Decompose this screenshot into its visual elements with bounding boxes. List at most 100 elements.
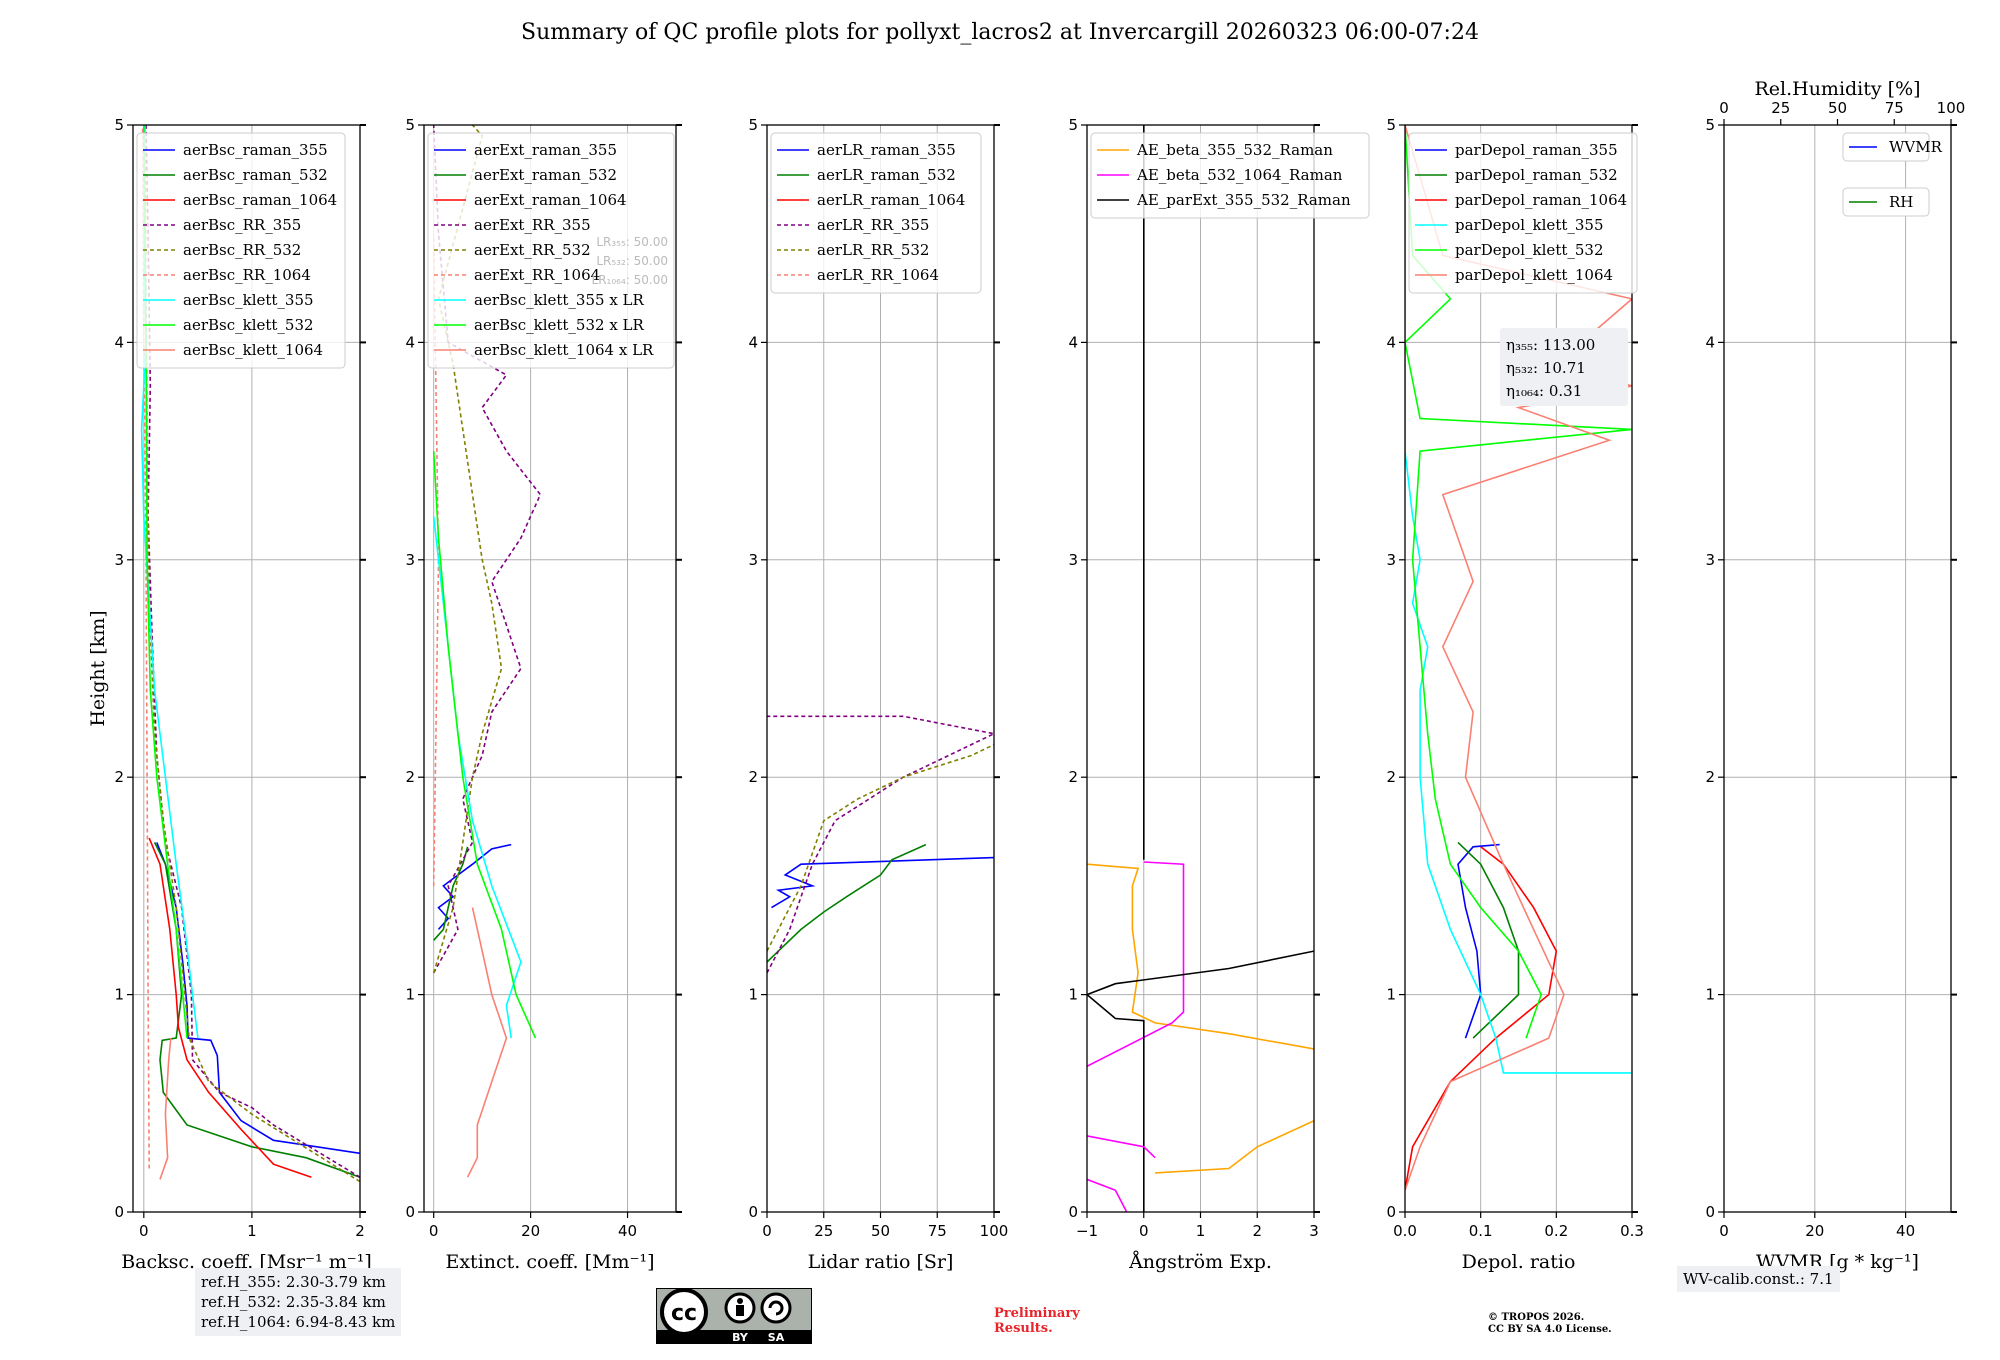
series-line-parDepol_klett_355 xyxy=(1405,125,1632,1074)
series-line-aerBsc_klett_1064 x LR xyxy=(466,907,508,1178)
copyright-line2: CC BY SA 4.0 License. xyxy=(1488,1324,1612,1335)
legend-entry: aerLR_raman_1064 xyxy=(817,191,965,209)
y-tick-label: 3 xyxy=(405,551,415,569)
y-tick-label: 2 xyxy=(1386,768,1396,786)
series-line-aerLR_RR_532 xyxy=(767,743,994,952)
x-tick-label: 0.1 xyxy=(1469,1222,1493,1240)
y-tick-label: 3 xyxy=(1068,551,1078,569)
cc-sa-label: SA xyxy=(768,1331,785,1344)
series-group xyxy=(432,125,542,1178)
x-tick-label: 40 xyxy=(618,1222,637,1240)
y-tick-label: 5 xyxy=(1386,116,1396,134)
y-tick-label: 2 xyxy=(1705,768,1715,786)
legend-entry: aerLR_RR_1064 xyxy=(817,266,939,284)
series-line-AE_beta_355_532_Raman xyxy=(1087,863,1314,1050)
y-tick-label: 4 xyxy=(1705,333,1715,351)
series-line-parDepol_klett_532 xyxy=(1405,125,1632,1039)
y-tick-label: 4 xyxy=(748,333,758,351)
y-tick-label: 1 xyxy=(1386,986,1396,1004)
legend-entry: aerBsc_raman_1064 xyxy=(183,191,337,209)
lr-annotation: LR₁₀₆₄: 50.00 xyxy=(592,273,668,287)
x-tick-label: 40 xyxy=(1896,1222,1915,1240)
legend-entry: aerLR_raman_355 xyxy=(817,141,956,159)
preliminary-line1: Preliminary xyxy=(994,1306,1080,1321)
cc-by-label: BY xyxy=(732,1331,749,1344)
wv-calibration-box: WV-calib.const.: 7.1 xyxy=(1677,1266,1840,1292)
lr-annotation: LR₅₃₂: 50.00 xyxy=(596,254,668,268)
x-tick-label: 75 xyxy=(928,1222,947,1240)
eta-label: η₅₃₂: 10.71 xyxy=(1506,359,1586,377)
top-x-tick-label: 75 xyxy=(1885,99,1904,117)
x-tick-label: 0.0 xyxy=(1393,1222,1417,1240)
series-line-aerBsc_RR_355 xyxy=(145,125,360,1178)
legend: aerLR_raman_355 aerLR_raman_532 aerLR_rama… xyxy=(770,132,982,294)
x-tick-label: 1 xyxy=(1196,1222,1206,1240)
y-tick-label: 2 xyxy=(748,768,758,786)
legend-entry: parDepol_klett_1064 xyxy=(1455,266,1613,284)
y-tick-label: 1 xyxy=(1705,986,1715,1004)
legend-entry: aerExt_raman_1064 xyxy=(474,191,627,209)
y-tick-label: 5 xyxy=(405,116,415,134)
series-line-aerBsc_klett_532 x LR xyxy=(432,451,537,1039)
x-axis-label: Lidar ratio [Sr] xyxy=(808,1251,954,1273)
y-tick-label: 5 xyxy=(1705,116,1715,134)
y-tick-label: 3 xyxy=(1386,551,1396,569)
top-x-tick-label: 50 xyxy=(1828,99,1847,117)
x-tick-label: 0 xyxy=(1719,1222,1729,1240)
legend: aerExt_raman_355 aerExt_raman_532 aerExt_r… xyxy=(427,132,675,369)
panel-frame xyxy=(1723,124,1952,1213)
y-tick-label: 1 xyxy=(114,986,124,1004)
series-group xyxy=(767,715,994,974)
legend: AE_beta_355_532_Raman AE_beta_532_1064_Ra… xyxy=(1090,132,1370,219)
legend-box xyxy=(427,132,675,369)
panel-frame xyxy=(1404,124,1633,1213)
series-line-aerExt_RR_355 xyxy=(432,125,542,974)
series-line-aerExt_raman_355 xyxy=(437,843,512,930)
panel-backscatter: 0 1 2 3 4 5 0 1 2 Backsc. coeff. [Msr⁻¹ m⁻¹] Heigh… xyxy=(87,116,372,1273)
x-tick-label: 0 xyxy=(1139,1222,1149,1240)
series-line-extra-1 xyxy=(1087,1135,1156,1159)
x-tick-label: 2 xyxy=(1252,1222,1262,1240)
panel-frame xyxy=(423,124,677,1213)
series-line-parDepol_raman_355 xyxy=(1457,843,1500,1039)
legend-entry: aerBsc_RR_355 xyxy=(183,216,301,234)
legend-entry: parDepol_raman_532 xyxy=(1455,166,1618,184)
y-tick-label: 2 xyxy=(114,768,124,786)
legend: aerBsc_raman_355 aerBsc_raman_532 aerBsc_r… xyxy=(136,132,346,369)
x-tick-label: 20 xyxy=(521,1222,540,1240)
series-line-aerBsc_raman_1064 xyxy=(148,837,312,1178)
ref-height-355: ref.H_355: 2.30-3.79 km xyxy=(201,1273,386,1291)
ref-height-1064: ref.H_1064: 6.94-8.43 km xyxy=(201,1313,396,1331)
legend-entry: aerExt_raman_532 xyxy=(474,166,617,184)
legend-entry: aerBsc_klett_1064 x LR xyxy=(474,341,654,359)
series-line-AE_parExt_355_532_Raman xyxy=(1087,950,1314,1212)
legend-entry: parDepol_raman_1064 xyxy=(1455,191,1627,209)
cc-by-sa-logo: cc BY SA xyxy=(656,1288,812,1344)
legend-entry: aerExt_RR_1064 xyxy=(474,266,600,284)
x-tick-label: 0.2 xyxy=(1544,1222,1568,1240)
legend-entry: aerBsc_klett_532 xyxy=(183,316,314,334)
legend-entry: aerBsc_raman_532 xyxy=(183,166,328,184)
panel-depolarization: 0 1 2 3 4 5 0.0 0.1 0.2 0.3 Depol. ratio parDepol_r… xyxy=(1386,116,1643,1273)
legend-entry: parDepol_raman_355 xyxy=(1455,141,1618,159)
top-x-tick-label: 25 xyxy=(1771,99,1790,117)
legend-entry: AE_beta_532_1064_Raman xyxy=(1136,166,1343,184)
x-tick-label: 100 xyxy=(980,1222,1009,1240)
y-tick-label: 1 xyxy=(1068,986,1078,1004)
series-line-extra-0 xyxy=(1155,1119,1314,1174)
legend-entry: aerBsc_RR_1064 xyxy=(183,266,311,284)
copyright-note: © TROPOS 2026. CC BY SA 4.0 License. xyxy=(1488,1312,1612,1336)
y-tick-label: 5 xyxy=(748,116,758,134)
legend-entry: parDepol_klett_532 xyxy=(1455,241,1604,259)
legend-entry: aerBsc_klett_1064 xyxy=(183,341,323,359)
reference-height-box: ref.H_355: 2.30-3.79 km ref.H_532: 2.35-… xyxy=(195,1268,402,1336)
legend-entry: aerBsc_klett_355 xyxy=(183,291,314,309)
series-line-aerExt_RR_532 xyxy=(432,125,503,974)
legend-box xyxy=(1842,187,1930,217)
legend-entry: aerLR_RR_355 xyxy=(817,216,929,234)
figure-title: Summary of QC profile plots for pollyxt_… xyxy=(521,20,1479,45)
legend: WVMR RH xyxy=(1842,132,1943,217)
legend-entry: AE_beta_355_532_Raman xyxy=(1136,141,1333,159)
